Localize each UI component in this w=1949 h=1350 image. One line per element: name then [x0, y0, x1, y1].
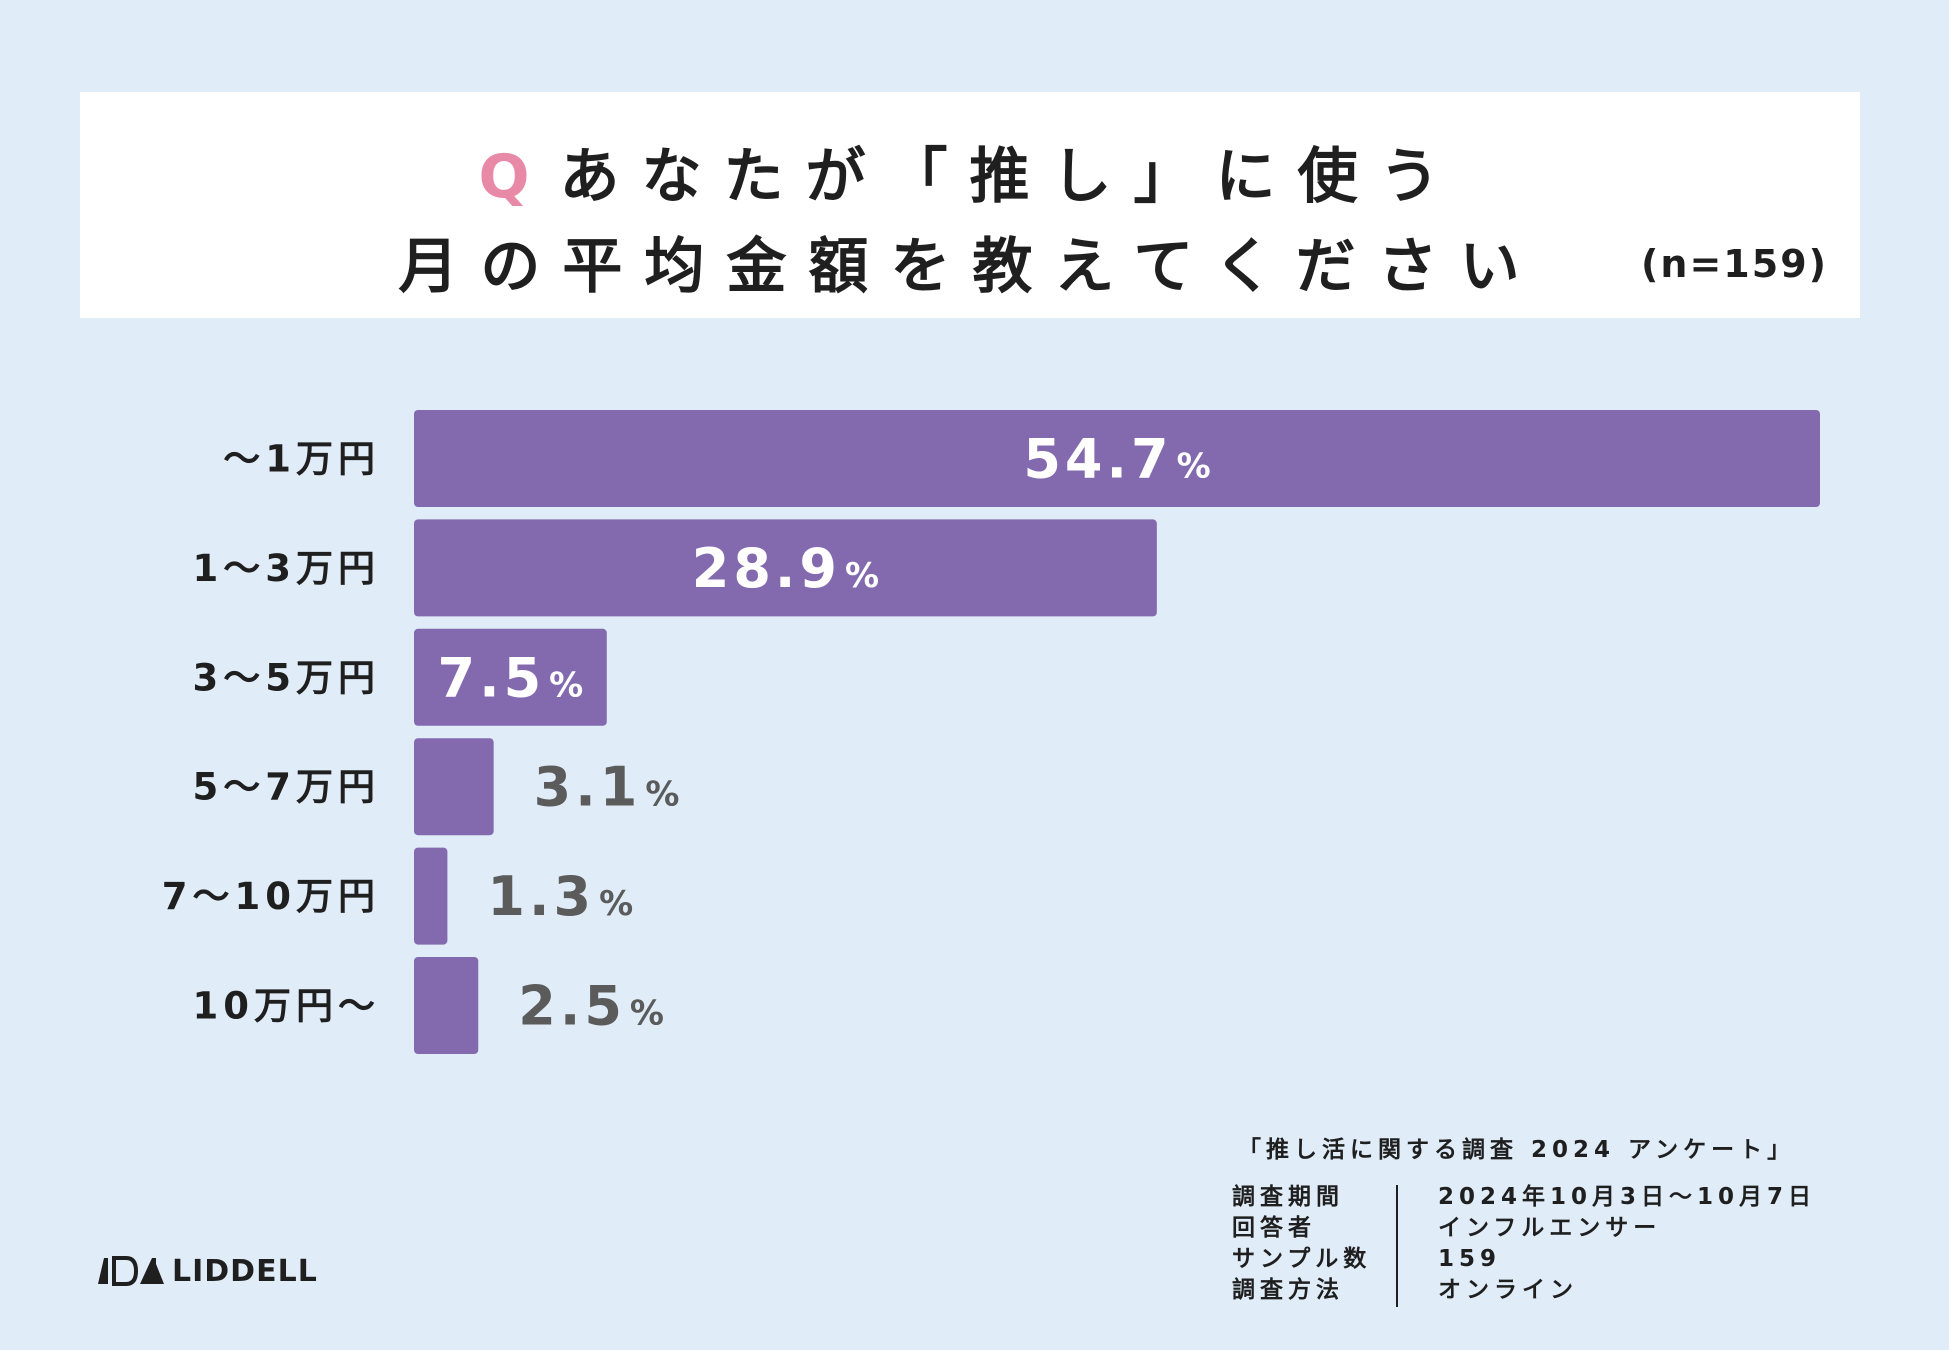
bar — [414, 738, 494, 836]
survey-row-period: 調査期間 2024年10月3日〜10月7日 — [1232, 1182, 1912, 1213]
company-logo: LIDDELL — [96, 1253, 318, 1289]
question-header: Q あなたが「推し」に使う 月の平均金額を教えてください (n=159) — [80, 92, 1860, 318]
value-number: 1.3 — [487, 865, 595, 928]
bar — [414, 410, 1820, 507]
survey-info: 「推し活に関する調査 2024 アンケート」 調査期間 2024年10月3日〜1… — [1232, 1130, 1912, 1307]
value-label: 3.1% — [534, 756, 680, 819]
value-unit: % — [630, 994, 664, 1034]
survey-row-method: 調査方法 オンライン — [1232, 1275, 1912, 1306]
category-label: 7〜10万円 — [162, 875, 380, 918]
value-unit: % — [1177, 447, 1211, 487]
value-number: 28.9 — [692, 537, 841, 600]
value-unit: % — [549, 665, 583, 705]
question-title-line2: 月の平均金額を教えてください — [398, 232, 1542, 302]
value-label: 28.9% — [692, 537, 879, 600]
bar — [414, 628, 607, 726]
value-unit: % — [599, 884, 633, 924]
survey-key: 調査方法 — [1232, 1277, 1344, 1303]
sample-size: (n=159) — [1641, 242, 1828, 286]
bar — [414, 519, 1157, 617]
value-label: 7.5% — [438, 646, 584, 709]
logo-mark-icon — [98, 1256, 164, 1286]
survey-value: オンライン — [1438, 1277, 1578, 1303]
bar — [414, 957, 479, 1054]
title-text-1: あなたが「推し」に使う — [559, 142, 1462, 212]
survey-divider — [1396, 1185, 1398, 1307]
survey-key: 回答者 — [1232, 1215, 1316, 1241]
value-label: 2.5% — [518, 975, 664, 1038]
survey-value: 159 — [1438, 1246, 1502, 1272]
survey-key: サンプル数 — [1232, 1246, 1372, 1272]
bar — [414, 847, 448, 945]
category-label: 10万円〜 — [193, 985, 381, 1028]
value-unit: % — [645, 775, 679, 815]
category-label: 5〜7万円 — [193, 766, 381, 809]
value-number: 3.1 — [534, 756, 642, 819]
value-number: 2.5 — [518, 975, 626, 1038]
survey-value: インフルエンサー — [1438, 1215, 1662, 1241]
logo-text: LIDDELL — [172, 1253, 318, 1289]
value-number: 7.5 — [438, 646, 546, 709]
value-number: 54.7 — [1023, 428, 1172, 491]
question-title-line1: Q あなたが「推し」に使う — [80, 128, 1860, 215]
value-label: 54.7% — [1023, 428, 1210, 491]
value-unit: % — [845, 556, 879, 596]
category-label: 3〜5万円 — [193, 656, 381, 699]
value-label: 1.3% — [487, 865, 633, 928]
survey-table: 調査期間 2024年10月3日〜10月7日 回答者 インフルエンサー サンプル数… — [1232, 1182, 1912, 1307]
category-label: 1〜3万円 — [193, 547, 381, 590]
survey-key: 調査期間 — [1232, 1184, 1344, 1210]
q-mark: Q — [478, 142, 530, 212]
survey-title: 「推し活に関する調査 2024 アンケート」 — [1238, 1137, 1796, 1163]
survey-row-respondent: 回答者 インフルエンサー — [1232, 1213, 1912, 1244]
survey-row-sample: サンプル数 159 — [1232, 1244, 1912, 1275]
survey-value: 2024年10月3日〜10月7日 — [1438, 1184, 1817, 1210]
category-label: 〜1万円 — [223, 438, 380, 481]
